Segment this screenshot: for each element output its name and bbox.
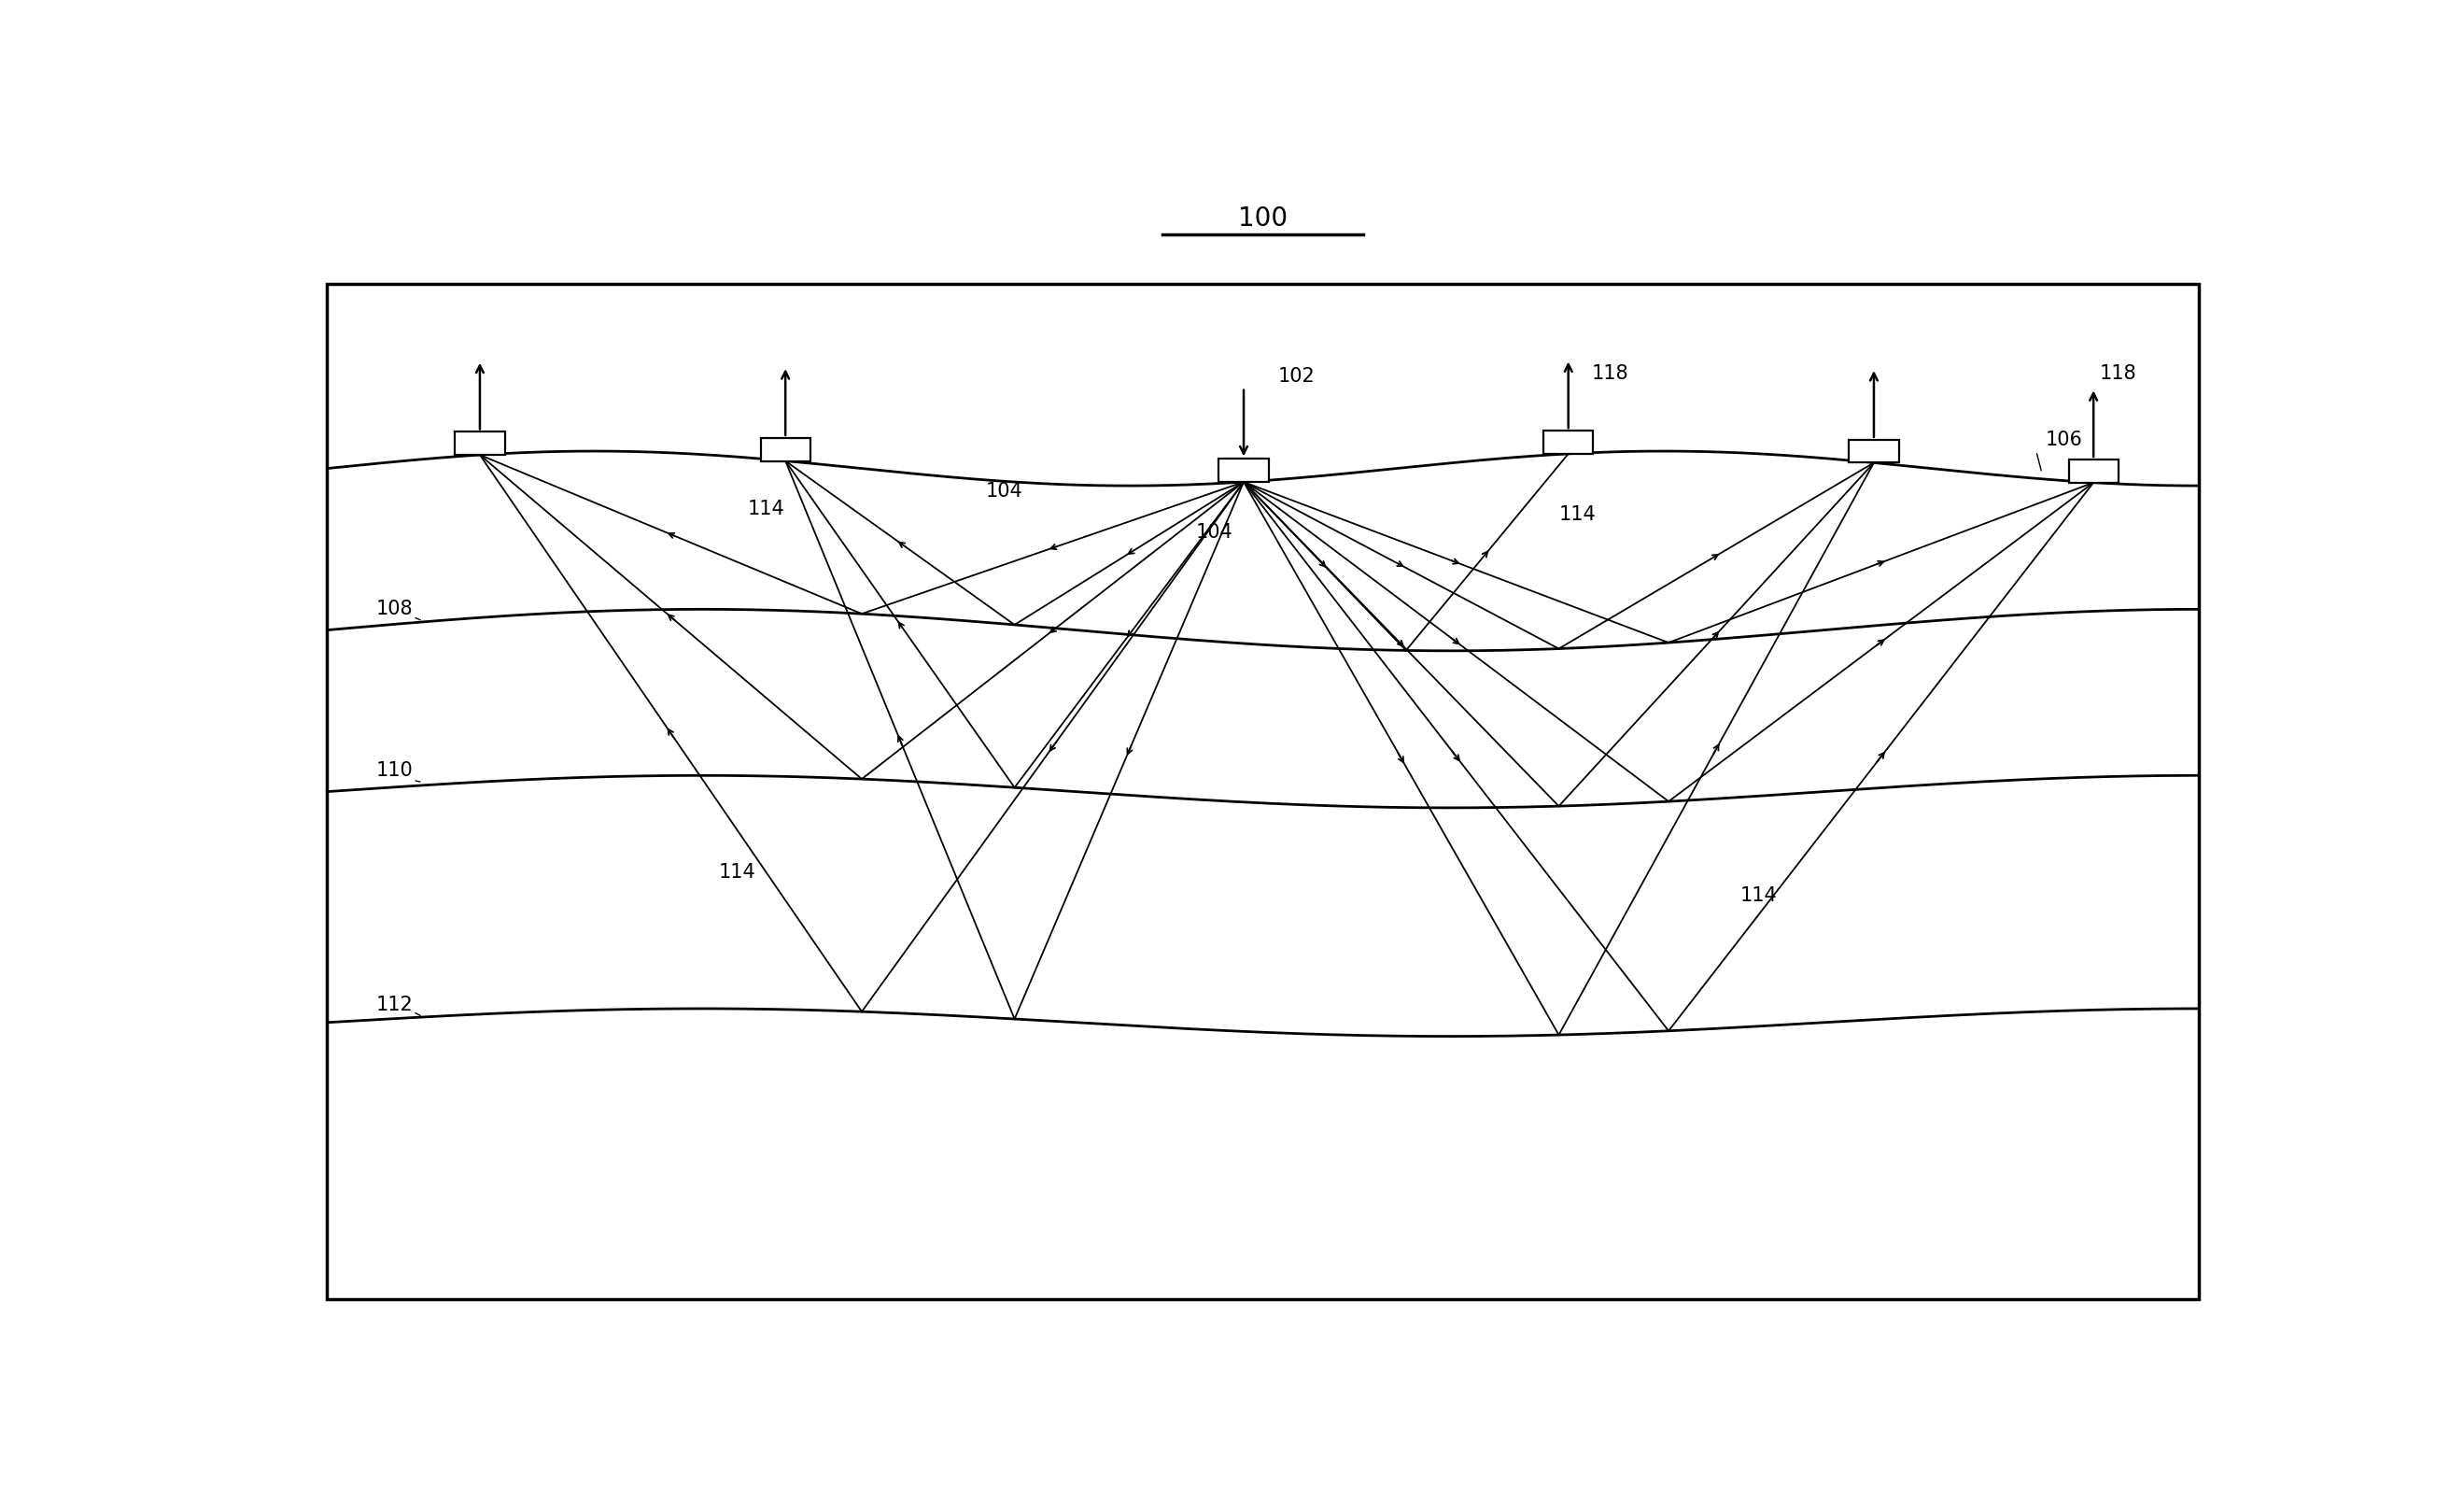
- Bar: [1542, 430, 1594, 454]
- Text: 108: 108: [377, 600, 414, 619]
- Text: 106: 106: [2045, 430, 2082, 448]
- Bar: [1848, 439, 1900, 463]
- Bar: [1220, 459, 1269, 483]
- Text: 114: 114: [1560, 505, 1597, 525]
- Bar: [2070, 460, 2119, 483]
- Bar: [761, 438, 811, 460]
- Bar: [328, 283, 2198, 1300]
- Text: 114: 114: [747, 499, 784, 519]
- Text: 118: 118: [2099, 364, 2136, 384]
- Text: 114: 114: [719, 863, 756, 881]
- Text: 102: 102: [1279, 367, 1316, 385]
- Text: 110: 110: [377, 761, 414, 779]
- Text: 104: 104: [986, 483, 1023, 501]
- Text: 104: 104: [1195, 523, 1232, 541]
- Text: 100: 100: [1237, 205, 1289, 232]
- Bar: [456, 432, 505, 454]
- Text: 114: 114: [1740, 886, 1777, 905]
- Text: 112: 112: [377, 995, 414, 1015]
- Text: 118: 118: [1592, 364, 1629, 384]
